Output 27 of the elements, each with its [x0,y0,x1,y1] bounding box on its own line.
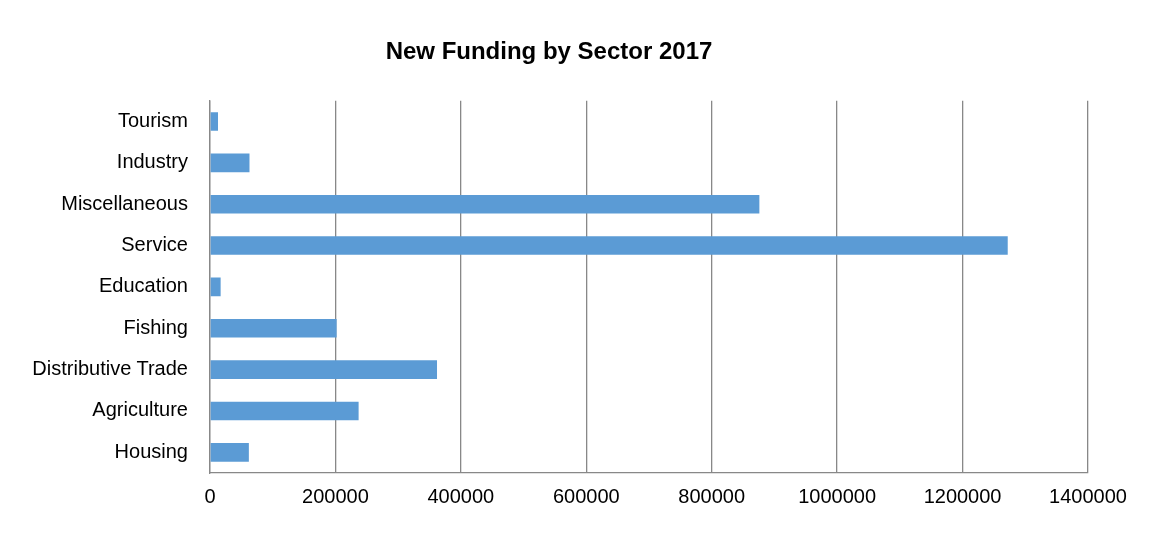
x-tick-label: 800000 [678,484,746,507]
y-tick-label: Industry [116,150,188,173]
x-tick-label: 1000000 [798,484,877,507]
bar [210,194,760,214]
bar [210,360,438,379]
y-tick-label: Distributive Trade [32,357,188,380]
x-tick-label: 1400000 [1049,484,1127,507]
bar [210,236,1008,255]
y-tick-label: Service [121,233,188,256]
x-tick-label: 600000 [552,484,620,507]
bar [210,277,221,297]
y-tick-label: Agriculture [92,398,188,421]
x-tick-label: 400000 [427,484,495,507]
x-tick-label: 200000 [302,484,369,507]
y-tick-label: Miscellaneous [61,191,188,214]
y-tick-label: Housing [114,439,188,462]
chart-title: New Funding by Sector 2017 [385,37,713,65]
y-tick-label: Tourism [117,108,188,131]
bar [210,443,249,462]
y-tick-label: Education [99,274,188,297]
bar [210,153,250,173]
y-tick-label: Fishing [123,315,188,338]
bar [210,401,359,421]
bar [210,112,218,131]
x-tick-label: 0 [204,484,216,507]
x-tick-label: 1200000 [923,484,1002,507]
bar [210,318,337,338]
